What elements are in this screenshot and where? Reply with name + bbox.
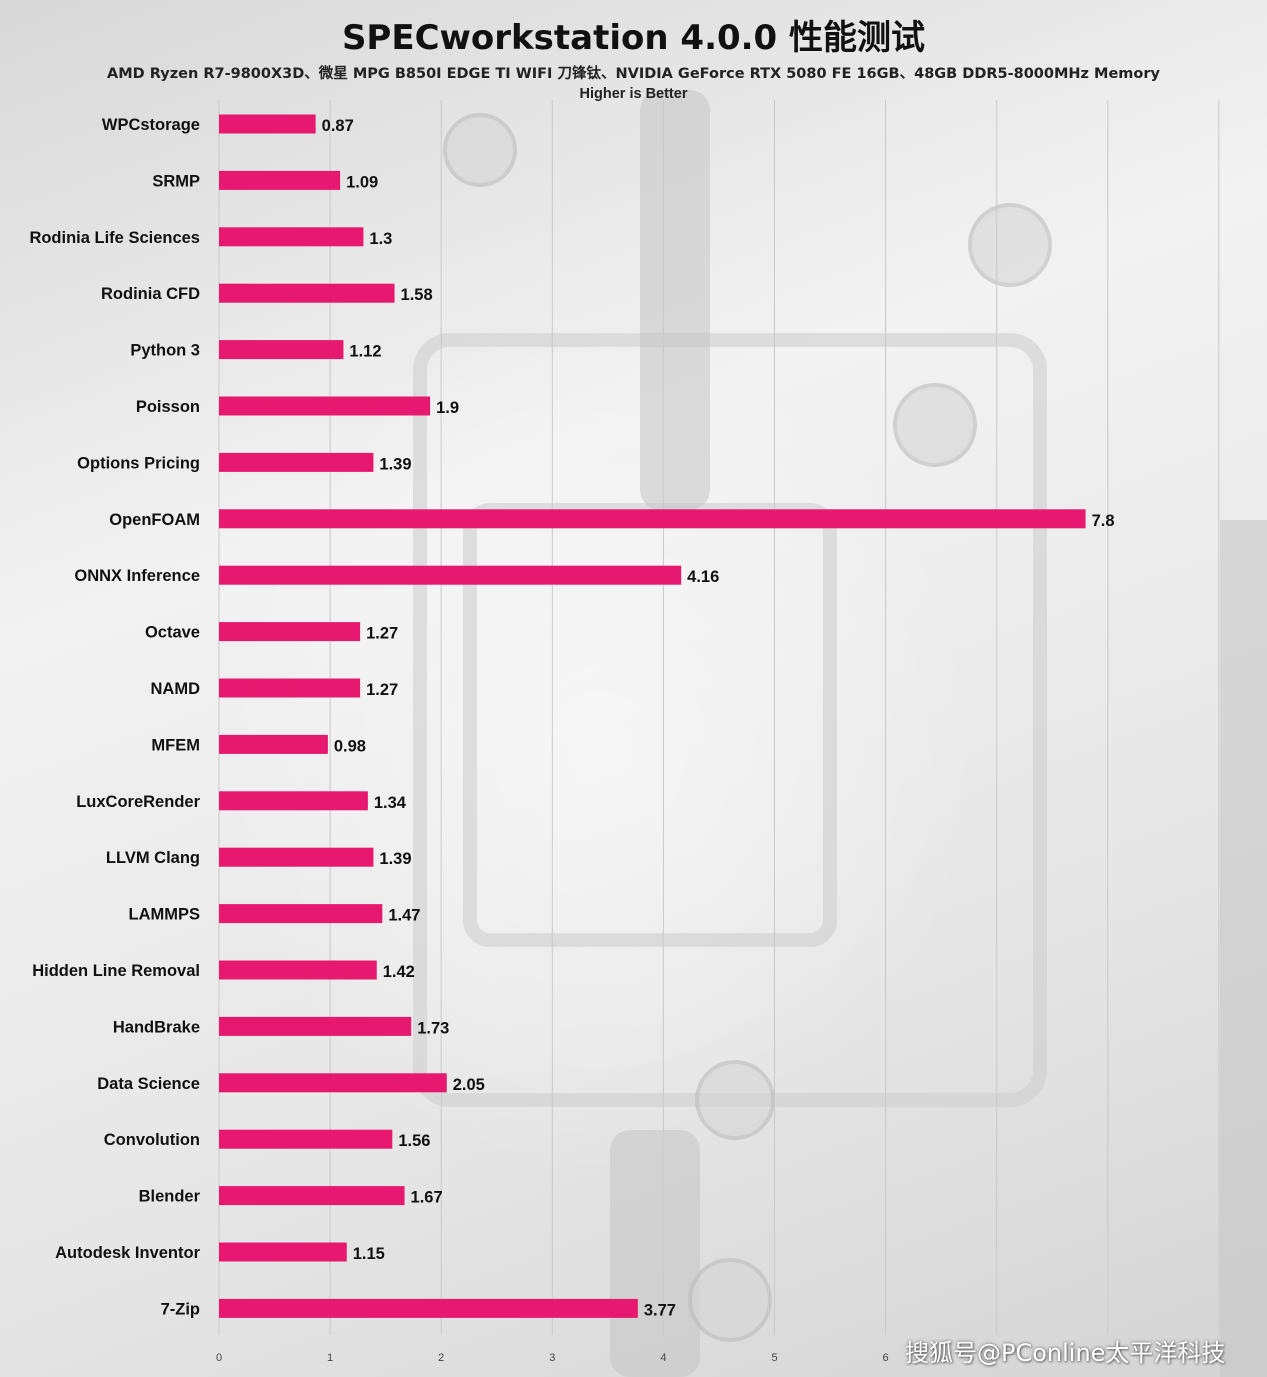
category-label: Convolution bbox=[104, 1131, 200, 1149]
bar bbox=[219, 847, 374, 867]
category-label: Octave bbox=[145, 624, 200, 642]
category-label: OpenFOAM bbox=[109, 511, 200, 529]
bar bbox=[219, 1016, 412, 1036]
category-label: LuxCoreRender bbox=[76, 793, 200, 811]
category-label: Hidden Line Removal bbox=[32, 962, 200, 980]
chart-subtitle: AMD Ryzen R7-9800X3D、微星 MPG B850I EDGE T… bbox=[107, 66, 1160, 82]
data-label: 1.27 bbox=[366, 681, 398, 699]
category-label: Poisson bbox=[136, 398, 200, 416]
bar bbox=[219, 1186, 405, 1206]
bar bbox=[219, 1129, 393, 1149]
bar bbox=[219, 283, 395, 303]
category-label: Options Pricing bbox=[77, 454, 200, 472]
data-label: 1.56 bbox=[398, 1132, 430, 1150]
data-label: 1.39 bbox=[379, 850, 411, 868]
data-label: 1.73 bbox=[417, 1019, 449, 1037]
bar bbox=[219, 509, 1086, 529]
data-label: 1.42 bbox=[383, 963, 415, 981]
data-label: 1.67 bbox=[411, 1189, 443, 1207]
data-label: 1.39 bbox=[379, 455, 411, 473]
bar bbox=[219, 960, 377, 980]
data-label: 1.27 bbox=[366, 625, 398, 643]
bar bbox=[219, 1242, 347, 1262]
x-tick-label: 3 bbox=[549, 1352, 555, 1364]
category-label: Python 3 bbox=[130, 342, 200, 360]
x-tick-label: 5 bbox=[771, 1352, 777, 1364]
category-label: LAMMPS bbox=[129, 906, 201, 924]
bar bbox=[219, 1298, 638, 1318]
data-label: 0.87 bbox=[322, 117, 354, 135]
chart-title: SPECworkstation 4.0.0 性能测试 bbox=[341, 18, 926, 58]
chart-note: Higher is Better bbox=[579, 86, 688, 102]
category-label: SRMP bbox=[152, 172, 200, 190]
data-label: 3.77 bbox=[644, 1301, 676, 1319]
bar bbox=[219, 114, 316, 134]
category-label: Autodesk Inventor bbox=[55, 1244, 200, 1262]
x-tick-label: 4 bbox=[660, 1352, 666, 1364]
data-label: 1.09 bbox=[346, 173, 378, 191]
category-label: ONNX Inference bbox=[74, 567, 200, 585]
category-label: WPCstorage bbox=[102, 116, 200, 134]
data-label: 1.15 bbox=[353, 1245, 385, 1263]
category-label: Rodinia Life Sciences bbox=[29, 229, 200, 247]
data-label: 1.34 bbox=[374, 794, 407, 812]
data-label: 4.16 bbox=[687, 568, 719, 586]
data-label: 1.47 bbox=[388, 907, 420, 925]
bar bbox=[219, 791, 368, 811]
x-tick-label: 1 bbox=[327, 1352, 333, 1364]
x-tick-label: 2 bbox=[438, 1352, 444, 1364]
category-label: Blender bbox=[139, 1188, 201, 1206]
watermark-text: 搜狐号@PConline太平洋科技 bbox=[905, 1339, 1226, 1367]
bar bbox=[219, 340, 344, 360]
category-label: NAMD bbox=[151, 680, 201, 698]
data-label: 2.05 bbox=[453, 1076, 485, 1094]
category-label: 7-Zip bbox=[161, 1300, 200, 1318]
data-label: 1.9 bbox=[436, 399, 459, 417]
x-tick-label: 6 bbox=[883, 1352, 889, 1364]
bar bbox=[219, 678, 361, 698]
data-label: 1.3 bbox=[369, 230, 392, 248]
data-label: 1.12 bbox=[349, 343, 381, 361]
category-label: LLVM Clang bbox=[106, 849, 200, 867]
bar bbox=[219, 622, 361, 642]
bar bbox=[219, 452, 374, 472]
data-label: 1.58 bbox=[401, 286, 433, 304]
category-label: MFEM bbox=[151, 736, 200, 754]
bar bbox=[219, 734, 328, 754]
bar bbox=[219, 1073, 447, 1093]
bar bbox=[219, 565, 682, 585]
data-label: 0.98 bbox=[334, 737, 366, 755]
category-label: Rodinia CFD bbox=[101, 285, 200, 303]
category-label: Data Science bbox=[97, 1075, 200, 1093]
bar bbox=[219, 904, 383, 924]
data-label: 7.8 bbox=[1092, 512, 1115, 530]
x-tick-label: 0 bbox=[216, 1352, 222, 1364]
category-label: HandBrake bbox=[113, 1018, 200, 1036]
bar bbox=[219, 396, 431, 416]
bar bbox=[219, 170, 341, 190]
bar bbox=[219, 227, 364, 247]
